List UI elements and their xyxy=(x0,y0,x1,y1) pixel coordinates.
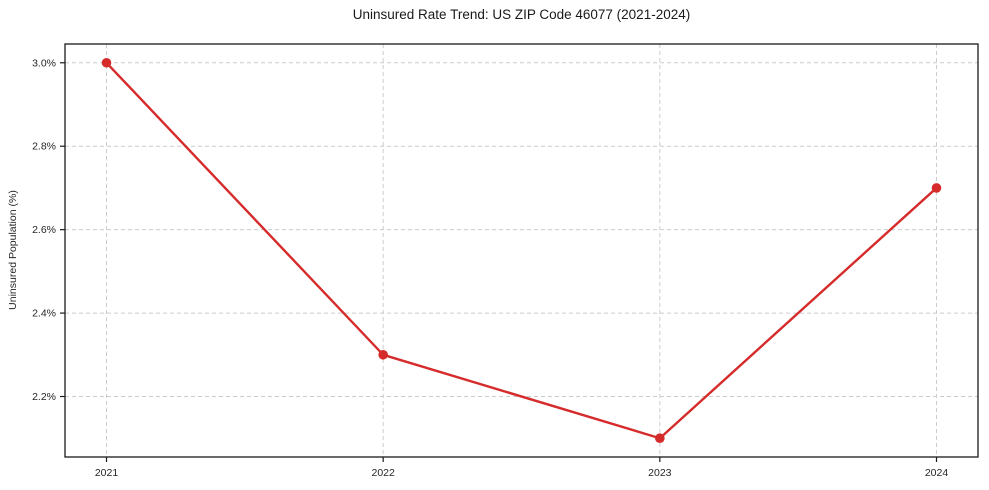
y-tick-label: 2.2% xyxy=(32,391,56,403)
chart-title: Uninsured Rate Trend: US ZIP Code 46077 … xyxy=(352,7,691,22)
data-point-2021 xyxy=(101,57,112,68)
y-tick-label: 2.6% xyxy=(32,224,56,236)
trend-line xyxy=(105,61,938,440)
x-tick-label: 2022 xyxy=(371,467,395,479)
x-tick-label: 2023 xyxy=(648,467,672,479)
y-tick-label: 2.8% xyxy=(32,141,56,153)
y-tick-label: 3.0% xyxy=(32,57,56,69)
y-tick-label: 2.4% xyxy=(32,308,56,320)
x-tick-label: 2021 xyxy=(95,467,119,479)
plot-border xyxy=(64,43,979,458)
data-point-2022 xyxy=(378,349,388,360)
data-point-2024 xyxy=(931,183,942,193)
x-tick-label: 2024 xyxy=(925,467,949,479)
data-point-2023 xyxy=(655,433,665,444)
